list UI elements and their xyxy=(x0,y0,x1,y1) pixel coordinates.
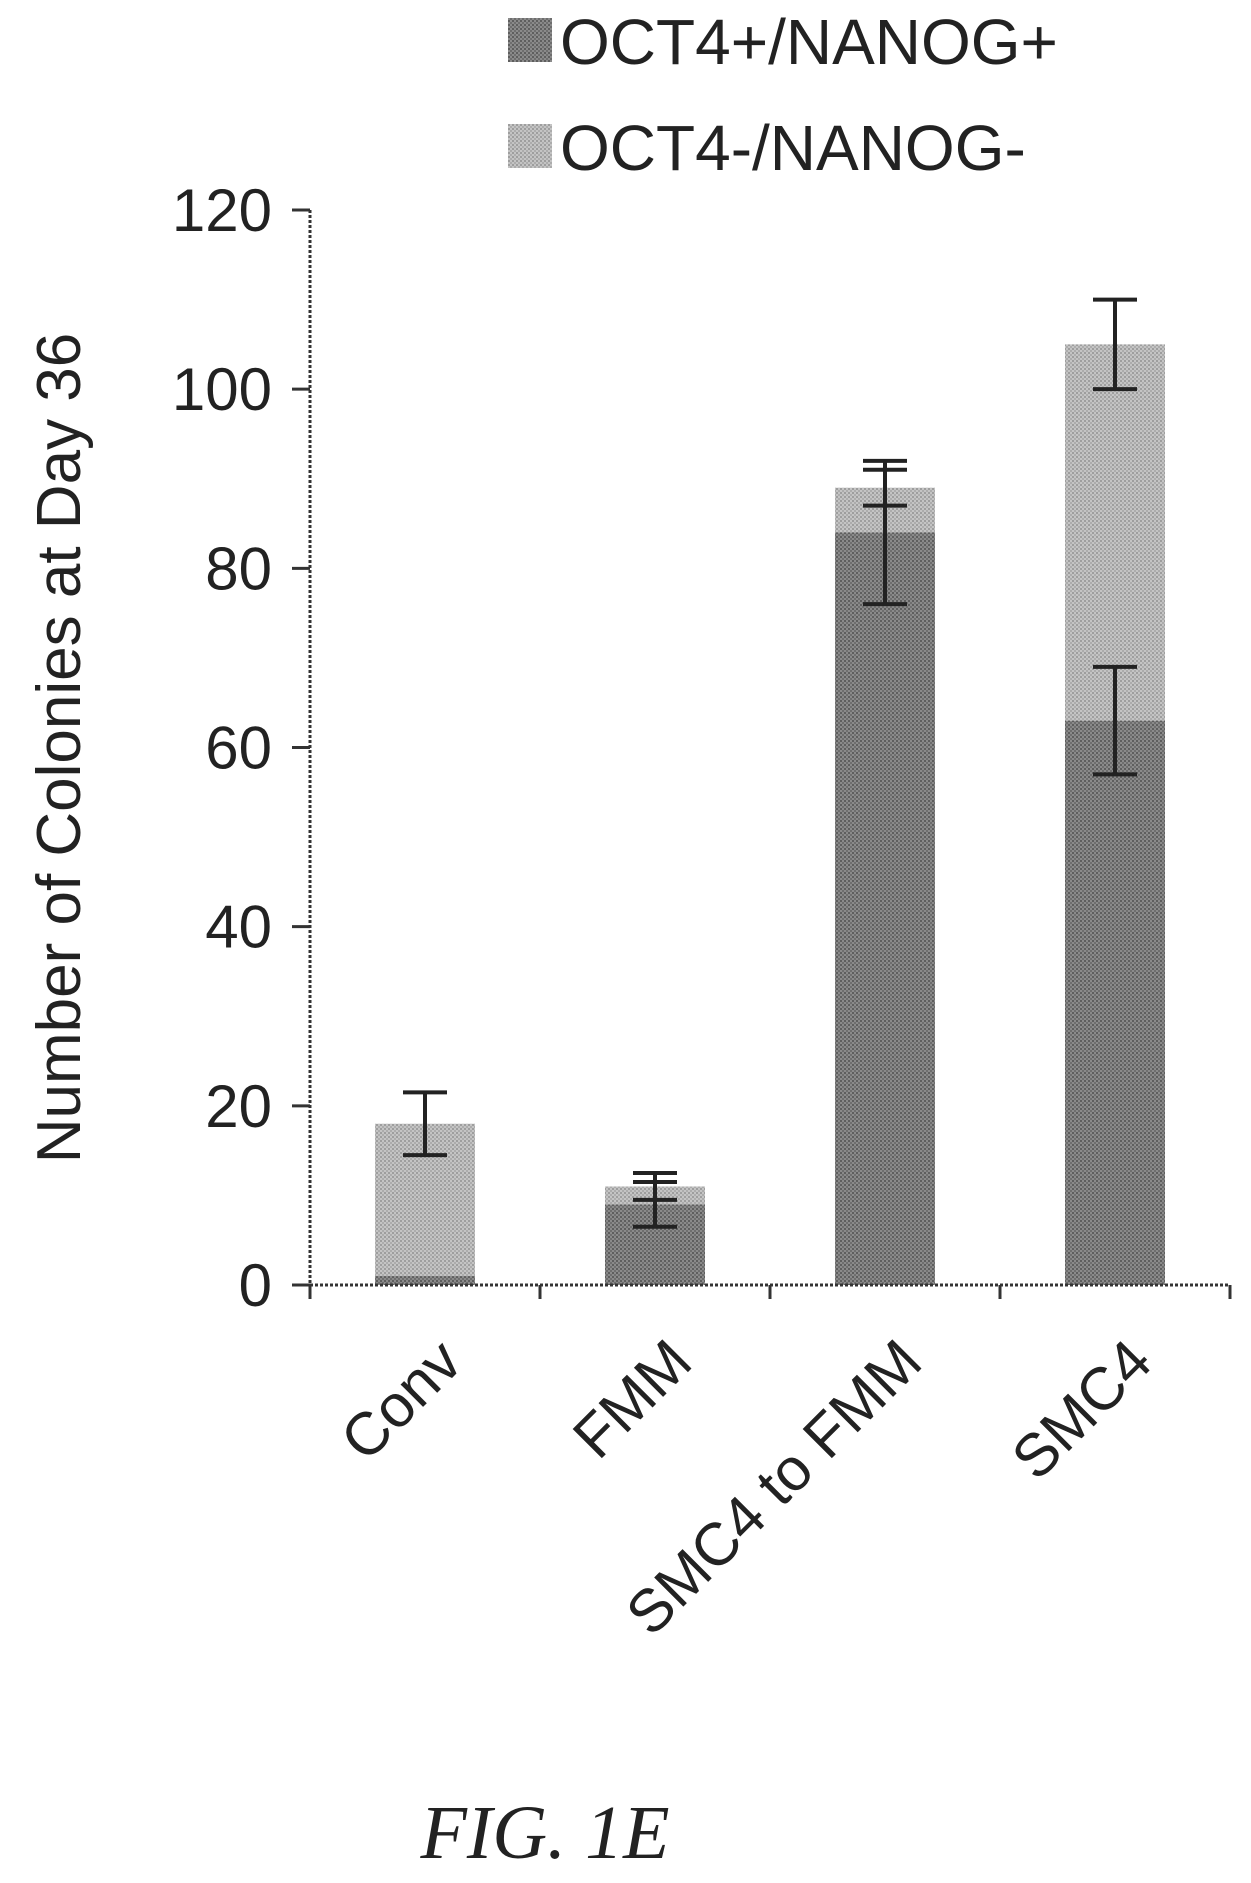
x-tick-label-3: SMC4 xyxy=(999,1327,1164,1492)
y-axis: 0 20 40 60 80 100 120 xyxy=(172,177,312,1319)
x-tick-label-0: Conv xyxy=(328,1327,474,1473)
bar-1-3 xyxy=(1065,344,1165,721)
legend-item-0: OCT4+/NANOG+ xyxy=(508,6,1058,78)
legend-label-1: OCT4-/NANOG- xyxy=(560,112,1026,184)
bar-0-0 xyxy=(375,1276,475,1285)
legend-label-0: OCT4+/NANOG+ xyxy=(560,6,1058,78)
figure-caption: FIG. 1E xyxy=(419,1791,669,1875)
bar-0-3 xyxy=(1065,720,1165,1285)
x-axis xyxy=(308,1283,1232,1299)
legend-item-1: OCT4-/NANOG- xyxy=(508,112,1026,184)
legend-swatch-1 xyxy=(508,124,552,168)
bar-0-2 xyxy=(835,532,935,1285)
y-tick-label-4: 80 xyxy=(205,535,272,602)
error-bars xyxy=(403,297,1137,1229)
legend-swatch-0 xyxy=(508,18,552,62)
y-tick-label-5: 100 xyxy=(172,356,272,423)
y-tick-label-1: 20 xyxy=(205,1073,272,1140)
legend: OCT4+/NANOG+ OCT4-/NANOG- xyxy=(508,6,1058,184)
y-tick-label-3: 60 xyxy=(205,715,272,782)
y-axis-title: Number of Colonies at Day 36 xyxy=(25,333,94,1164)
bars xyxy=(375,344,1165,1285)
x-tick-label-1: FMM xyxy=(560,1327,704,1471)
y-tick-label-6: 120 xyxy=(172,177,272,244)
y-tick-label-2: 40 xyxy=(205,894,272,961)
y-tick-label-0: 0 xyxy=(239,1252,272,1319)
